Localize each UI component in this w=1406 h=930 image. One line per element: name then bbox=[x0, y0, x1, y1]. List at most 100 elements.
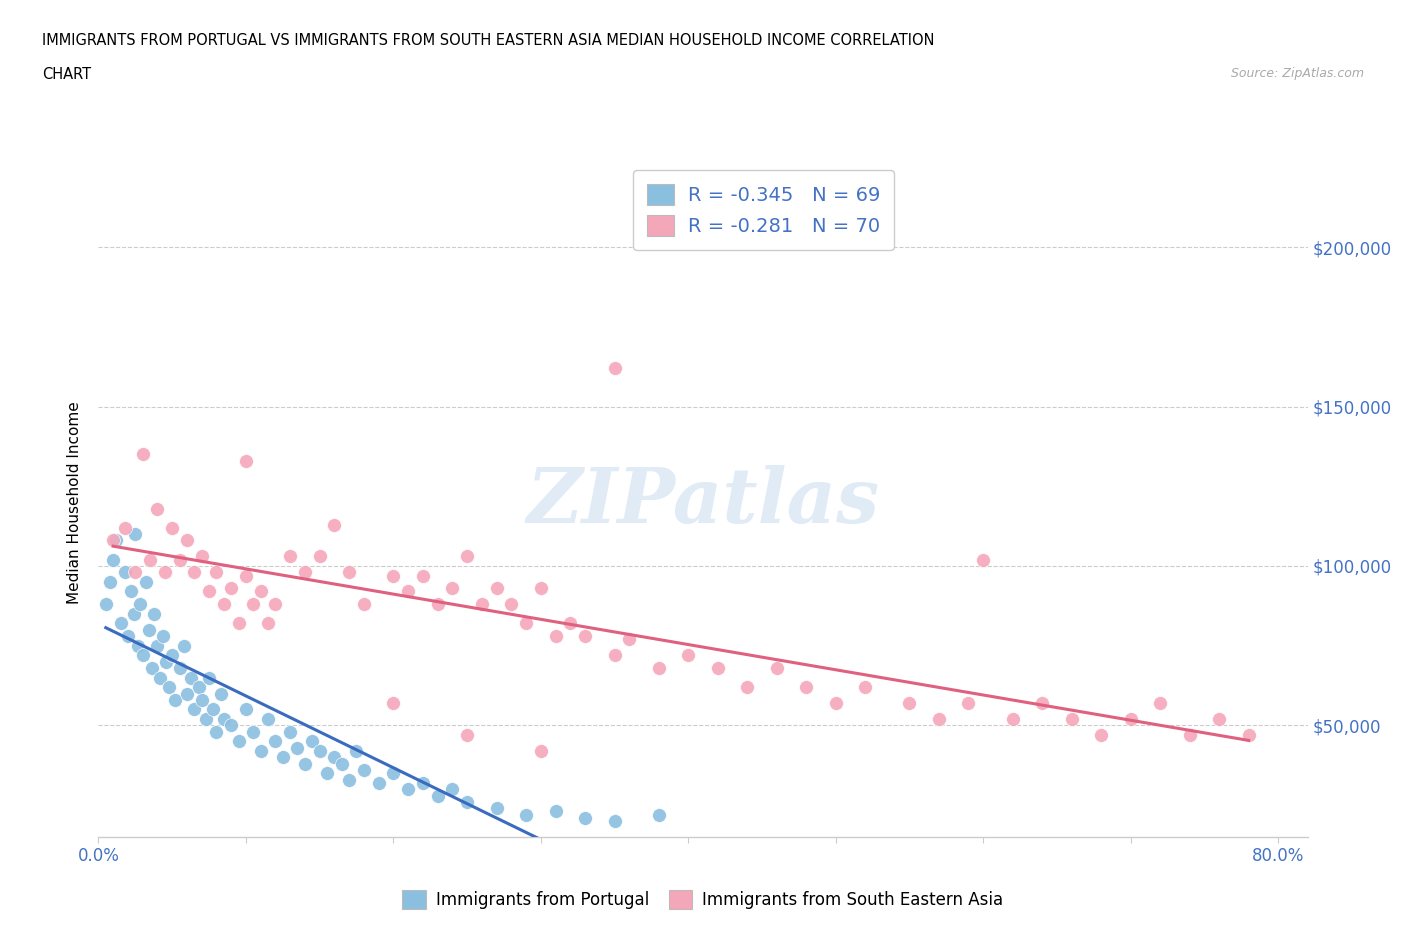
Point bbox=[198, 584, 221, 599]
Point bbox=[648, 660, 671, 675]
Point bbox=[235, 568, 257, 583]
Point bbox=[323, 517, 346, 532]
Point bbox=[678, 648, 700, 663]
Point bbox=[530, 581, 553, 596]
Point bbox=[928, 711, 950, 726]
Point bbox=[294, 756, 316, 771]
Point bbox=[212, 597, 235, 612]
Point bbox=[257, 711, 280, 726]
Point bbox=[155, 654, 177, 669]
Point bbox=[228, 734, 250, 749]
Point bbox=[346, 743, 368, 758]
Point bbox=[146, 501, 169, 516]
Point bbox=[485, 801, 508, 816]
Point bbox=[574, 629, 596, 644]
Point bbox=[264, 734, 287, 749]
Text: Source: ZipAtlas.com: Source: ZipAtlas.com bbox=[1230, 67, 1364, 80]
Point bbox=[110, 616, 132, 631]
Point bbox=[165, 693, 187, 708]
Point bbox=[278, 549, 301, 564]
Point bbox=[426, 597, 449, 612]
Point bbox=[367, 776, 389, 790]
Point bbox=[135, 575, 157, 590]
Point bbox=[183, 702, 205, 717]
Point bbox=[235, 453, 257, 468]
Point bbox=[735, 680, 758, 695]
Point bbox=[183, 565, 205, 579]
Point bbox=[149, 671, 172, 685]
Point bbox=[574, 810, 596, 825]
Point bbox=[294, 565, 316, 579]
Point bbox=[114, 565, 136, 579]
Y-axis label: Median Household Income: Median Household Income bbox=[67, 401, 83, 604]
Point bbox=[706, 660, 728, 675]
Point bbox=[412, 776, 434, 790]
Point bbox=[141, 660, 163, 675]
Point bbox=[957, 696, 980, 711]
Point bbox=[544, 629, 567, 644]
Point bbox=[127, 638, 149, 653]
Point bbox=[1149, 696, 1171, 711]
Point bbox=[98, 575, 121, 590]
Point bbox=[471, 597, 494, 612]
Point bbox=[1237, 727, 1260, 742]
Point bbox=[330, 756, 353, 771]
Point bbox=[412, 568, 434, 583]
Point bbox=[1208, 711, 1230, 726]
Point bbox=[515, 807, 537, 822]
Point bbox=[219, 718, 242, 733]
Point bbox=[456, 549, 478, 564]
Point bbox=[1031, 696, 1053, 711]
Point bbox=[209, 686, 232, 701]
Point bbox=[765, 660, 787, 675]
Point bbox=[485, 581, 508, 596]
Point bbox=[242, 724, 264, 739]
Point bbox=[426, 788, 449, 803]
Point bbox=[1090, 727, 1112, 742]
Point bbox=[353, 763, 375, 777]
Point bbox=[122, 606, 145, 621]
Point bbox=[853, 680, 876, 695]
Point bbox=[228, 616, 250, 631]
Point bbox=[153, 565, 176, 579]
Point bbox=[382, 765, 405, 780]
Point bbox=[1060, 711, 1083, 726]
Point bbox=[972, 552, 994, 567]
Point bbox=[257, 616, 280, 631]
Point bbox=[316, 765, 339, 780]
Point bbox=[382, 568, 405, 583]
Text: IMMIGRANTS FROM PORTUGAL VS IMMIGRANTS FROM SOUTH EASTERN ASIA MEDIAN HOUSEHOLD : IMMIGRANTS FROM PORTUGAL VS IMMIGRANTS F… bbox=[42, 33, 935, 47]
Point bbox=[1178, 727, 1201, 742]
Point bbox=[396, 584, 419, 599]
Point bbox=[515, 616, 537, 631]
Point bbox=[308, 743, 330, 758]
Point bbox=[173, 638, 195, 653]
Point bbox=[287, 740, 309, 755]
Point bbox=[353, 597, 375, 612]
Point bbox=[456, 727, 478, 742]
Point bbox=[176, 533, 198, 548]
Point bbox=[195, 711, 218, 726]
Point bbox=[105, 533, 128, 548]
Point bbox=[169, 552, 191, 567]
Point bbox=[187, 680, 209, 695]
Point bbox=[131, 648, 153, 663]
Point bbox=[124, 565, 146, 579]
Point bbox=[396, 782, 419, 797]
Point bbox=[530, 743, 553, 758]
Point bbox=[138, 622, 160, 637]
Point bbox=[544, 804, 567, 819]
Point bbox=[205, 724, 228, 739]
Point bbox=[124, 526, 146, 541]
Point bbox=[242, 597, 264, 612]
Point bbox=[603, 814, 626, 829]
Point bbox=[278, 724, 301, 739]
Point bbox=[308, 549, 330, 564]
Point bbox=[1001, 711, 1024, 726]
Point bbox=[198, 671, 221, 685]
Point bbox=[323, 750, 346, 764]
Point bbox=[139, 552, 162, 567]
Text: CHART: CHART bbox=[42, 67, 91, 82]
Point bbox=[128, 597, 150, 612]
Point bbox=[619, 631, 641, 646]
